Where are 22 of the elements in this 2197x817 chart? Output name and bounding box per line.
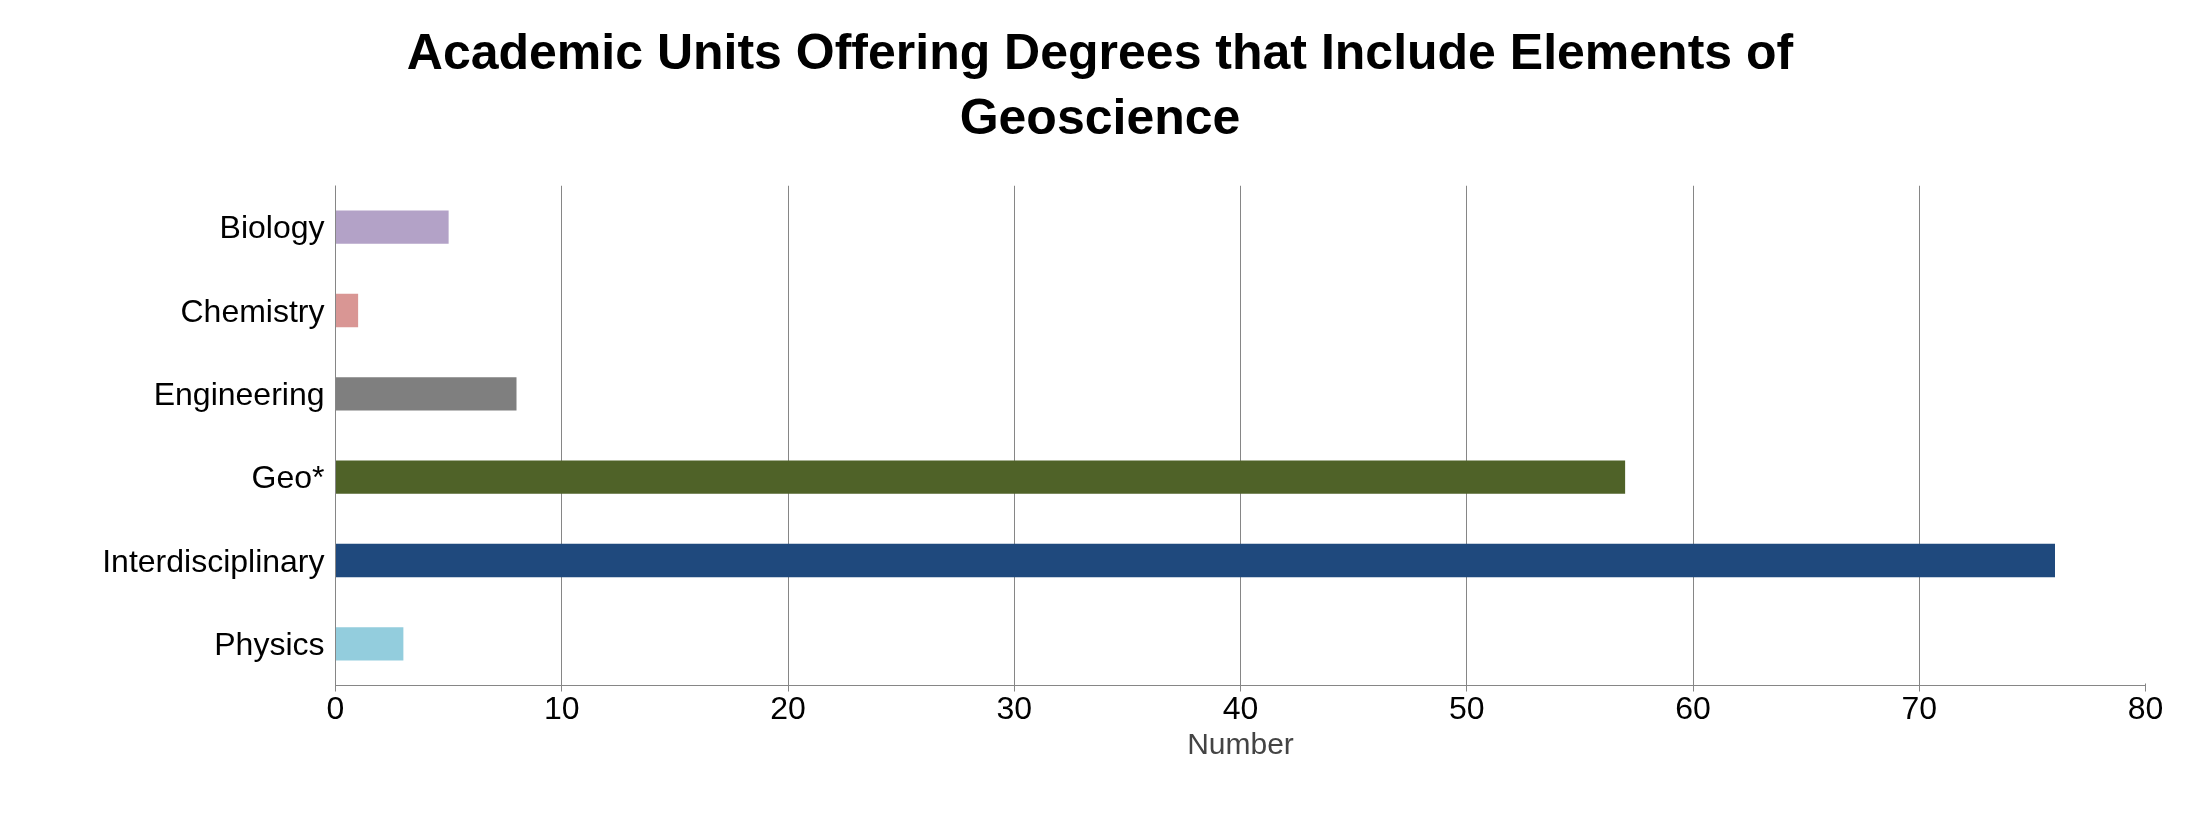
x-tick-label: 50: [1448, 689, 1485, 726]
x-tick-label: 70: [1901, 689, 1938, 726]
bar: [335, 460, 1626, 494]
y-tick-label: Interdisciplinary: [102, 542, 325, 579]
bar: [335, 293, 359, 328]
bar: [335, 210, 449, 244]
x-tick-label: 40: [1222, 689, 1259, 726]
y-tick-label: Biology: [219, 209, 325, 246]
x-tick-label: 0: [326, 689, 345, 726]
x-axis-title: Number: [1187, 726, 1294, 760]
x-tick-label: 20: [770, 689, 806, 726]
x-tick-label: 30: [996, 689, 1033, 726]
bar: [335, 627, 404, 661]
y-tick-label: Engineering: [153, 375, 325, 412]
y-tick-label: Chemistry: [180, 292, 325, 329]
chart-title: Academic Units Offering Degrees that Include Elements of Geoscience: [405, 23, 1795, 147]
bar: [335, 543, 2055, 578]
x-tick-label: 10: [543, 689, 580, 726]
y-tick-label: Geo*: [251, 459, 325, 496]
y-tick-label: Physics: [214, 625, 325, 662]
x-tick-label: 80: [2127, 689, 2164, 726]
x-tick-label: 60: [1675, 689, 1711, 726]
